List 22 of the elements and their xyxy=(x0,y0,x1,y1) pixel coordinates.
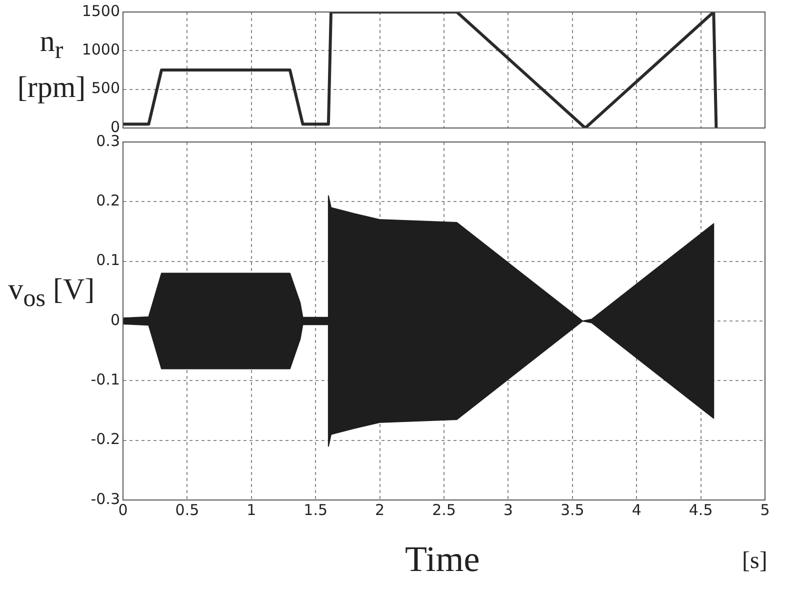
text: [s] xyxy=(742,548,768,575)
y-tick-label: 0.1 xyxy=(96,251,120,270)
y-tick-label: 0 xyxy=(110,310,120,329)
x-tick-label: 3.5 xyxy=(560,500,584,519)
x-tick-label: 1.5 xyxy=(304,500,328,519)
x-tick-label: 1 xyxy=(246,500,256,519)
x-tick-label: 4 xyxy=(632,500,642,519)
x-tick-label: 2.5 xyxy=(432,500,456,519)
y-axis-title: v$_{os}$ [V] xyxy=(7,272,96,314)
y-tick-label: -0.2 xyxy=(90,430,120,448)
x-tick-label: 4.5 xyxy=(688,500,713,519)
y-tick-label: 0.2 xyxy=(96,192,120,210)
y-tick-label: 1000 xyxy=(82,40,120,59)
x-tick-label: 0.5 xyxy=(175,500,200,519)
y-tick-label: -0.3 xyxy=(90,490,120,508)
x-axis-title: Time xyxy=(405,538,480,580)
y-tick-label: 500 xyxy=(91,79,120,98)
y-tick-label: 1500 xyxy=(82,2,120,20)
y-tick-label: -0.1 xyxy=(90,370,120,389)
x-tick-label: 2 xyxy=(375,500,385,519)
x-tick-label: 5 xyxy=(760,500,770,519)
x-tick-label: 3 xyxy=(503,500,513,519)
